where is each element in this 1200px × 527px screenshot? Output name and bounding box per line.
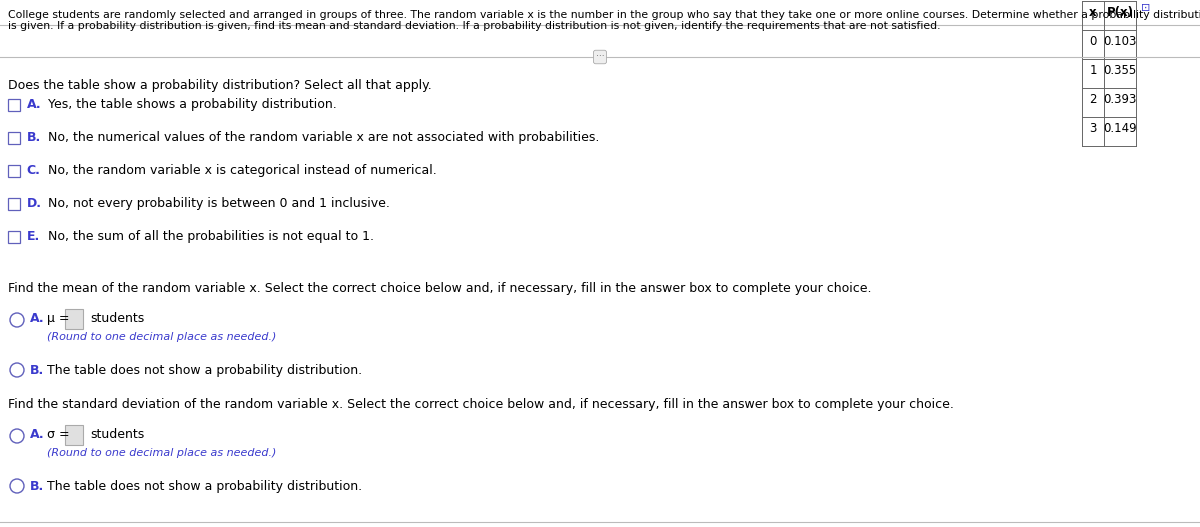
Text: students: students — [90, 428, 144, 441]
Text: P(x): P(x) — [1106, 6, 1134, 19]
FancyBboxPatch shape — [65, 425, 83, 445]
Text: The table does not show a probability distribution.: The table does not show a probability di… — [47, 480, 362, 493]
Text: The table does not show a probability distribution.: The table does not show a probability di… — [47, 364, 362, 376]
Text: 2: 2 — [1090, 93, 1097, 106]
Text: students: students — [90, 312, 144, 325]
Text: No, not every probability is between 0 and 1 inclusive.: No, not every probability is between 0 a… — [48, 197, 389, 210]
Text: Find the standard deviation of the random variable x. Select the correct choice : Find the standard deviation of the rando… — [8, 398, 954, 411]
Text: B.: B. — [26, 131, 41, 143]
Text: x: x — [1090, 6, 1097, 19]
Text: μ =: μ = — [47, 312, 70, 325]
Text: 0: 0 — [1090, 35, 1097, 48]
Text: Does the table show a probability distribution? Select all that apply.: Does the table show a probability distri… — [8, 79, 432, 92]
Text: No, the random variable x is categorical instead of numerical.: No, the random variable x is categorical… — [48, 163, 437, 177]
Text: ⊡: ⊡ — [1141, 3, 1151, 13]
Text: 0.355: 0.355 — [1103, 64, 1136, 77]
Text: B.: B. — [30, 480, 44, 493]
Text: C.: C. — [26, 163, 41, 177]
FancyBboxPatch shape — [8, 198, 19, 210]
Text: (Round to one decimal place as needed.): (Round to one decimal place as needed.) — [47, 332, 276, 342]
Text: 3: 3 — [1090, 122, 1097, 135]
Text: College students are randomly selected and arranged in groups of three. The rand: College students are randomly selected a… — [8, 10, 1200, 20]
Text: No, the numerical values of the random variable x are not associated with probab: No, the numerical values of the random v… — [48, 131, 599, 143]
Text: is given. If a probability distribution is given, find its mean and standard dev: is given. If a probability distribution … — [8, 21, 941, 31]
Text: ···: ··· — [595, 53, 605, 62]
Text: A.: A. — [30, 428, 44, 441]
Text: E.: E. — [26, 229, 40, 242]
FancyBboxPatch shape — [8, 132, 19, 144]
Text: No, the sum of all the probabilities is not equal to 1.: No, the sum of all the probabilities is … — [48, 229, 373, 242]
Text: σ =: σ = — [47, 428, 70, 441]
FancyBboxPatch shape — [8, 165, 19, 177]
Text: 0.393: 0.393 — [1103, 93, 1136, 106]
Text: B.: B. — [30, 364, 44, 376]
Text: Find the mean of the random variable x. Select the correct choice below and, if : Find the mean of the random variable x. … — [8, 282, 871, 295]
Text: A.: A. — [30, 312, 44, 325]
Text: Yes, the table shows a probability distribution.: Yes, the table shows a probability distr… — [48, 97, 336, 111]
FancyBboxPatch shape — [8, 99, 19, 111]
Text: A.: A. — [26, 97, 41, 111]
Text: 0.103: 0.103 — [1103, 35, 1136, 48]
Text: D.: D. — [26, 197, 42, 210]
Text: (Round to one decimal place as needed.): (Round to one decimal place as needed.) — [47, 448, 276, 458]
Text: 1: 1 — [1090, 64, 1097, 77]
Text: 0.149: 0.149 — [1103, 122, 1136, 135]
FancyBboxPatch shape — [8, 231, 19, 243]
FancyBboxPatch shape — [65, 309, 83, 329]
